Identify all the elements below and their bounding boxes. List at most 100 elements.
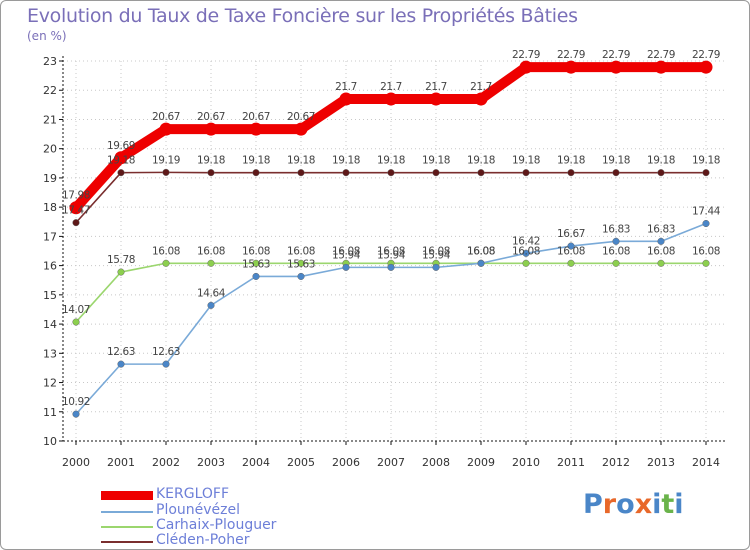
legend-label-kergloff: KERGLOFF — [156, 486, 230, 502]
y-tick-label: 15 — [43, 289, 57, 302]
x-tick-label: 2009 — [467, 456, 495, 469]
data-point-kergloff — [699, 60, 713, 74]
data-point-plounevezel — [387, 263, 395, 271]
data-label-carhaix-plouguer: 16.08 — [287, 245, 315, 257]
data-point-kergloff — [519, 60, 533, 74]
data-label-plounevezel: 16.08 — [467, 245, 495, 257]
legend-swatch-kergloff — [101, 491, 153, 500]
data-point-kergloff — [564, 60, 578, 74]
data-label-cleden-poher: 19.18 — [512, 155, 540, 167]
legend-label-cleden-poher: Cléden-Poher — [156, 532, 250, 548]
data-label-cleden-poher: 19.18 — [377, 155, 405, 167]
data-label-cleden-poher: 19.18 — [647, 155, 675, 167]
data-label-plounevezel: 12.63 — [107, 346, 135, 358]
data-label-plounevezel: 15.63 — [287, 258, 315, 270]
data-label-kergloff: 22.79 — [602, 49, 630, 61]
data-label-carhaix-plouguer: 16.08 — [377, 245, 405, 257]
data-label-cleden-poher: 19.18 — [332, 155, 360, 167]
logo-letter: r — [602, 489, 617, 520]
data-point-plounevezel — [567, 242, 575, 250]
y-tick-label: 11 — [43, 406, 57, 419]
x-tick-label: 2003 — [197, 456, 225, 469]
data-point-kergloff — [654, 60, 668, 74]
y-tick-label: 21 — [43, 113, 57, 126]
data-label-cleden-poher: 19.18 — [107, 155, 135, 167]
data-point-plounevezel — [72, 410, 80, 418]
data-point-carhaix-plouguer — [72, 318, 80, 326]
data-point-plounevezel — [432, 263, 440, 271]
data-point-cleden-poher — [297, 169, 305, 177]
x-tick-label: 2005 — [287, 456, 315, 469]
data-point-carhaix-plouguer — [522, 259, 530, 267]
data-label-carhaix-plouguer: 16.08 — [557, 245, 585, 257]
data-point-cleden-poher — [522, 169, 530, 177]
data-label-cleden-poher: 19.18 — [557, 155, 585, 167]
data-label-cleden-poher: 19.18 — [602, 155, 630, 167]
legend-swatch-cleden-poher — [101, 541, 153, 543]
data-point-cleden-poher — [252, 169, 260, 177]
data-point-kergloff — [69, 201, 83, 215]
data-label-cleden-poher: 19.18 — [422, 155, 450, 167]
data-label-carhaix-plouguer: 14.07 — [62, 304, 90, 316]
data-point-plounevezel — [342, 263, 350, 271]
data-point-cleden-poher — [387, 169, 395, 177]
x-tick-label: 2008 — [422, 456, 450, 469]
x-tick-label: 2002 — [152, 456, 180, 469]
data-point-kergloff — [474, 92, 488, 106]
data-labels: 17.47 19.18 19.19 19.18 19.18 19.18 19.18 19.18… — [62, 49, 721, 408]
y-tick-label: 20 — [43, 143, 57, 156]
legend-swatch-carhaix-plouguer — [101, 526, 153, 528]
data-point-plounevezel — [252, 272, 260, 280]
x-tick-label: 2014 — [692, 456, 720, 469]
data-label-kergloff: 22.79 — [512, 49, 540, 61]
legend-label-plounevezel: Plounévézel — [156, 502, 241, 518]
data-point-carhaix-plouguer — [657, 259, 665, 267]
data-label-plounevezel: 15.94 — [422, 249, 451, 261]
x-tick-label: 2011 — [557, 456, 585, 469]
data-point-kergloff — [159, 122, 173, 136]
data-point-cleden-poher — [702, 169, 710, 177]
y-tick-label: 22 — [43, 84, 57, 97]
x-tick-label: 2001 — [107, 456, 135, 469]
data-point-plounevezel — [522, 249, 530, 257]
y-tick-label: 18 — [43, 201, 57, 214]
data-label-carhaix-plouguer: 16.08 — [647, 245, 675, 257]
logo-letter: t — [661, 489, 675, 520]
data-label-kergloff: 21.7 — [470, 81, 492, 93]
data-label-cleden-poher: 17.47 — [62, 205, 90, 217]
data-label-carhaix-plouguer: 16.08 — [467, 245, 495, 257]
legend-swatch-plounevezel — [101, 511, 153, 513]
data-label-carhaix-plouguer: 16.08 — [692, 245, 720, 257]
data-point-plounevezel — [207, 301, 215, 309]
data-label-plounevezel: 16.67 — [557, 228, 585, 240]
data-label-plounevezel: 17.44 — [692, 206, 721, 218]
data-point-cleden-poher — [342, 169, 350, 177]
y-tick-label: 23 — [43, 55, 57, 68]
data-point-kergloff — [294, 122, 308, 136]
data-point-cleden-poher — [72, 219, 80, 227]
data-point-plounevezel — [297, 272, 305, 280]
data-point-carhaix-plouguer — [252, 259, 260, 267]
data-label-kergloff: 21.7 — [425, 81, 447, 93]
data-point-plounevezel — [612, 237, 620, 245]
y-tick-label: 10 — [43, 435, 57, 448]
data-point-carhaix-plouguer — [567, 259, 575, 267]
data-point-kergloff — [339, 92, 353, 106]
data-label-plounevezel: 12.63 — [152, 346, 180, 358]
data-point-kergloff — [609, 60, 623, 74]
data-point-cleden-poher — [162, 168, 170, 176]
data-point-cleden-poher — [432, 169, 440, 177]
data-point-plounevezel — [117, 360, 125, 368]
x-tick-label: 2013 — [647, 456, 675, 469]
data-label-kergloff: 22.79 — [557, 49, 585, 61]
data-point-plounevezel — [477, 259, 485, 267]
data-point-carhaix-plouguer — [162, 259, 170, 267]
data-point-cleden-poher — [612, 169, 620, 177]
logo-letter: i — [674, 489, 684, 520]
data-label-plounevezel: 15.63 — [242, 258, 270, 270]
y-tick-label: 16 — [43, 260, 57, 273]
data-label-carhaix-plouguer: 16.08 — [422, 245, 450, 257]
data-point-plounevezel — [657, 237, 665, 245]
data-point-carhaix-plouguer — [612, 259, 620, 267]
